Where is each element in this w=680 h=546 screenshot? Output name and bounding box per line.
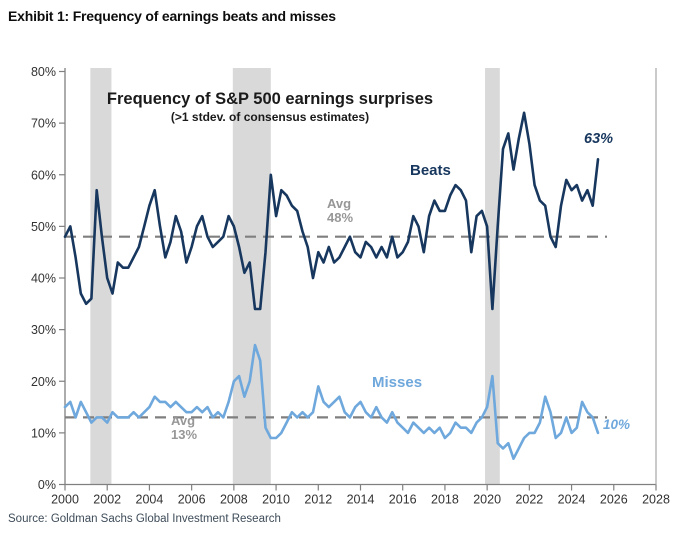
- y-tick-label: 70%: [31, 117, 56, 131]
- y-tick-label: 50%: [31, 220, 56, 234]
- beats-average-value: 48%: [327, 210, 354, 225]
- x-tick-label: 2000: [51, 493, 79, 507]
- axes: [59, 68, 657, 491]
- misses-series-label: Misses: [372, 374, 423, 391]
- x-tick-label: 2002: [93, 493, 121, 507]
- source-note: Source: Goldman Sachs Global Investment …: [8, 513, 281, 525]
- misses-average-label: Avg 13%: [171, 414, 197, 442]
- misses-end-value-label: 10%: [603, 417, 631, 432]
- x-tick-label: 2004: [136, 493, 164, 507]
- x-tick-label: 2014: [347, 493, 375, 507]
- axis-tick-labels: 0% 10% 20% 30% 40% 50% 60% 70% 80% 2000 2002 2004 20…: [31, 65, 670, 507]
- average-dashed-lines: [65, 235, 607, 419]
- x-tick-label: 2026: [600, 493, 628, 507]
- x-tick-label: 2018: [431, 493, 459, 507]
- recession-bands: [90, 68, 500, 485]
- x-tick-label: 2006: [178, 493, 206, 507]
- x-tick-label: 2010: [262, 493, 290, 507]
- beats-end-value-label: 63%: [584, 131, 614, 147]
- y-tick-label: 20%: [31, 375, 56, 389]
- y-tick-label: 60%: [31, 168, 56, 182]
- exhibit-title: Exhibit 1: Frequency of earnings beats a…: [8, 8, 336, 24]
- chart-subtitle: (>1 stdev. of consensus estimates): [170, 110, 370, 124]
- beats-line: [63, 111, 600, 311]
- x-tick-label: 2028: [642, 493, 670, 507]
- x-tick-label: 2016: [389, 493, 417, 507]
- misses-average-value: 13%: [171, 427, 198, 442]
- beats-average-label: Avg 48%: [327, 197, 353, 225]
- recession-band: [90, 68, 112, 485]
- y-tick-label: 40%: [31, 272, 56, 286]
- series-lines: [63, 111, 600, 461]
- x-tick-label: 2024: [558, 493, 586, 507]
- recession-band: [485, 68, 500, 485]
- x-tick-label: 2020: [473, 493, 501, 507]
- y-tick-label: 10%: [31, 426, 56, 440]
- x-tick-label: 2008: [220, 493, 248, 507]
- x-tick-label: 2022: [515, 493, 543, 507]
- misses-line: [63, 343, 600, 461]
- y-tick-label: 0%: [38, 478, 56, 492]
- beats-series-label: Beats: [410, 162, 451, 179]
- x-tick-label: 2012: [304, 493, 332, 507]
- y-tick-label: 80%: [31, 65, 56, 79]
- misses-average-word: Avg: [171, 413, 196, 428]
- chart-title: Frequency of S&P 500 earnings surprises: [106, 90, 434, 108]
- y-tick-label: 30%: [31, 323, 56, 337]
- beats-average-word: Avg: [327, 196, 352, 211]
